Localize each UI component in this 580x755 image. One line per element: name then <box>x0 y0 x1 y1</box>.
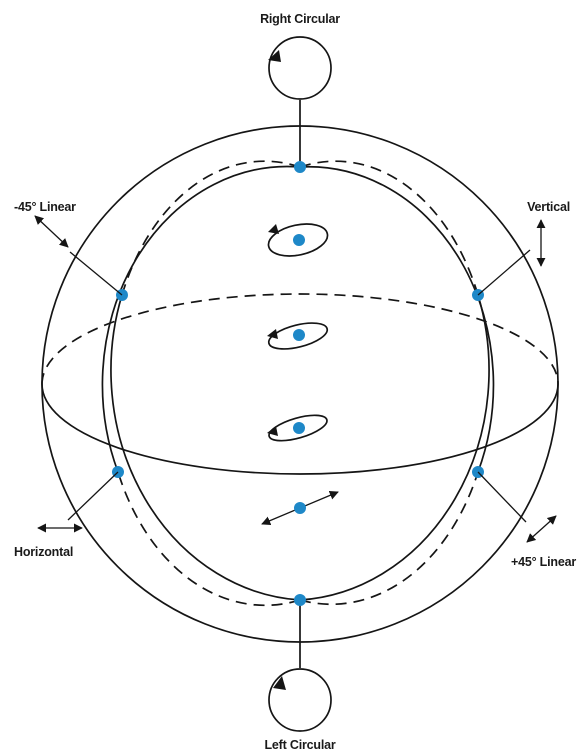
sphere-outline <box>41 125 559 643</box>
lower-ellipse-symbol <box>267 414 328 442</box>
right-circular-symbol <box>268 36 332 100</box>
equator-back <box>41 293 559 385</box>
equator-linear-symbol <box>261 490 339 526</box>
meridian-d-front <box>299 294 490 601</box>
label-minus45-linear: -45° Linear <box>14 200 76 214</box>
plus45-arrow <box>526 515 557 543</box>
label-plus45-linear: +45° Linear <box>511 555 576 569</box>
meridian-a-back <box>121 160 301 296</box>
label-right-circular: Right Circular <box>260 12 340 26</box>
meridian-c-front <box>110 294 301 601</box>
equator-front <box>41 383 559 475</box>
left-circular-symbol <box>268 668 332 732</box>
horizontal-leader <box>67 471 119 521</box>
vertical-leader <box>477 249 531 296</box>
middle-ellipse-symbol <box>267 322 329 350</box>
plus45-leader <box>477 471 527 523</box>
meridian-a-front <box>101 165 301 473</box>
meridian-d-back <box>299 471 479 606</box>
minus45-leader <box>69 251 123 296</box>
label-horizontal: Horizontal <box>14 545 73 559</box>
meridian-b-front <box>299 165 495 473</box>
point-south-pole <box>294 594 306 606</box>
label-vertical: Vertical <box>527 200 570 214</box>
meridian-b-back <box>299 160 479 296</box>
point-north-pole <box>294 161 306 173</box>
minus45-arrow <box>34 215 69 248</box>
upper-ellipse-symbol <box>267 223 329 257</box>
meridian-c-back <box>117 471 301 607</box>
label-left-circular: Left Circular <box>264 738 335 752</box>
